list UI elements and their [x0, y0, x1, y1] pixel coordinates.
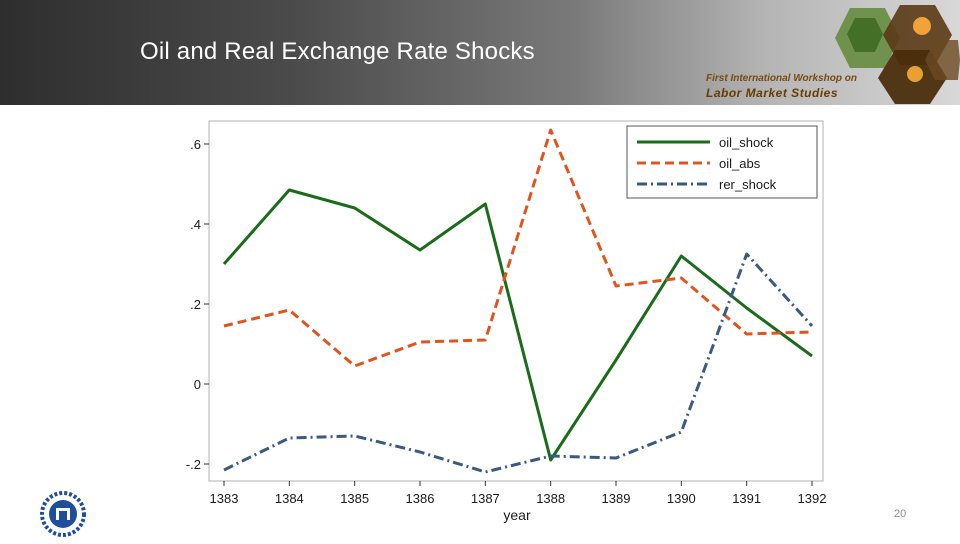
workshop-logo: First International Workshop on Labor Ma… — [700, 0, 960, 105]
legend-label: oil_abs — [719, 156, 761, 171]
x-tick-label: 1385 — [340, 491, 369, 506]
x-tick-label: 1387 — [471, 491, 500, 506]
series-line-rer-shock — [223, 252, 814, 474]
series-line-oil-abs — [223, 128, 813, 368]
y-tick-label: .2 — [190, 297, 201, 312]
x-tick-label: 1389 — [602, 491, 631, 506]
legend-label: oil_shock — [719, 135, 774, 150]
y-axis: -.2 0 .2 .4 .6 — [186, 137, 209, 472]
university-logo — [40, 489, 86, 539]
y-tick-label: .4 — [190, 217, 201, 232]
university-seal-icon — [40, 491, 86, 537]
y-tick-label: 0 — [194, 377, 201, 392]
slide-title: Oil and Real Exchange Rate Shocks — [140, 38, 535, 65]
y-tick-label: -.2 — [186, 457, 201, 472]
x-tick-label: 1384 — [275, 491, 304, 506]
x-tick-label: 1383 — [210, 491, 239, 506]
x-tick-label: 1386 — [406, 491, 435, 506]
x-tick-label: 1392 — [798, 491, 827, 506]
legend-label: rer_shock — [719, 177, 777, 192]
x-axis-label: year — [503, 507, 531, 523]
x-tick-label: 1388 — [536, 491, 565, 506]
page-number: 20 — [894, 508, 907, 520]
x-axis: 1383 1384 1385 1386 1387 1388 1389 1390 1391 1392 — [210, 481, 827, 506]
slide-header: Oil and Real Exchange Rate Shocks First … — [0, 0, 960, 105]
series-lines — [222, 128, 814, 474]
x-tick-label: 1390 — [667, 491, 696, 506]
hexagon-photos-icon — [835, 5, 960, 104]
series-line-oil-shock — [222, 188, 813, 462]
y-tick-label: .6 — [190, 137, 201, 152]
x-tick-label: 1391 — [732, 491, 761, 506]
workshop-title-line1: First International Workshop on — [706, 73, 857, 84]
workshop-title-line2: Labor Market Studies — [706, 86, 839, 100]
legend: oil_shock oil_abs rer_shock — [626, 125, 818, 199]
